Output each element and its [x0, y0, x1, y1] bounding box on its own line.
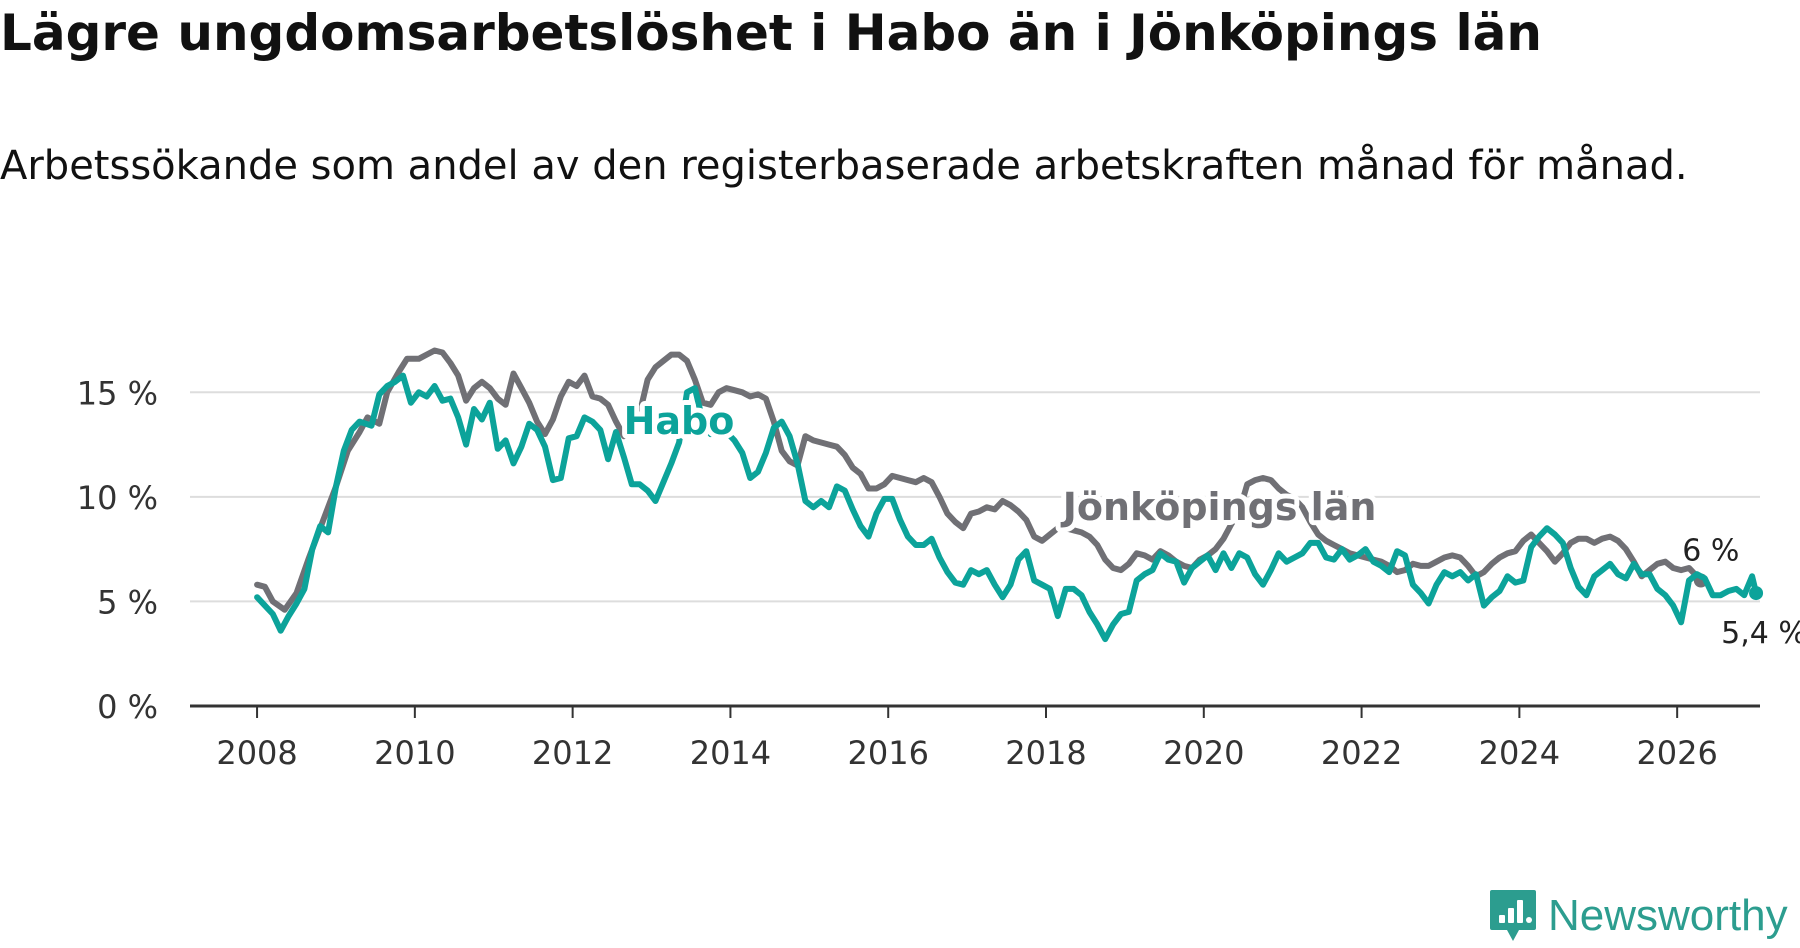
end-label-habo: 5,4 %	[1721, 616, 1800, 651]
end-point-habo	[1749, 586, 1764, 601]
y-tick-label: 5 %	[97, 583, 158, 621]
y-tick-label: 10 %	[77, 479, 158, 517]
series-layer	[254, 347, 1764, 643]
x-tick-label: 2018	[1005, 734, 1086, 772]
newsworthy-logo-icon	[1490, 890, 1536, 941]
x-tick-label: 2022	[1321, 734, 1402, 772]
series-name-label-habo: Habo	[624, 399, 735, 443]
series-line-j-nk-pings-l-n	[254, 347, 1704, 613]
brand-name: Newsworthy	[1548, 891, 1788, 940]
y-tick-label: 15 %	[77, 374, 158, 412]
y-tick-label: 0 %	[97, 688, 158, 726]
x-tick-label: 2010	[374, 734, 455, 772]
x-tick-label: 2020	[1163, 734, 1244, 772]
end-label-jonkopings-lan: 6 %	[1682, 534, 1739, 569]
labels-layer: 6 % 5,4 % Habo Jönköpings län	[619, 394, 1800, 651]
x-tick-label: 2024	[1479, 734, 1560, 772]
chart-subtitle: Arbetssökande som andel av den registerb…	[0, 143, 1688, 189]
x-tick-label: 2026	[1636, 734, 1717, 772]
x-tick-label: 2014	[690, 734, 771, 772]
x-tick-label: 2012	[532, 734, 613, 772]
series-name-label-j-nk-pings-l-n: Jönköpings län	[1060, 485, 1377, 529]
grid-lines	[190, 391, 1760, 603]
axes: 0 % 5 % 10 % 15 % 2008 2010 2012 2014 2016 2018 20…	[77, 374, 1760, 772]
series-line-habo	[254, 372, 1760, 643]
chart-title: Lägre ungdomsarbetslöshet i Habo än i Jö…	[0, 4, 1542, 62]
x-tick-label: 2008	[216, 734, 297, 772]
brand-logo[interactable]: Newsworthy	[1488, 886, 1788, 946]
x-tick-label: 2016	[847, 734, 928, 772]
